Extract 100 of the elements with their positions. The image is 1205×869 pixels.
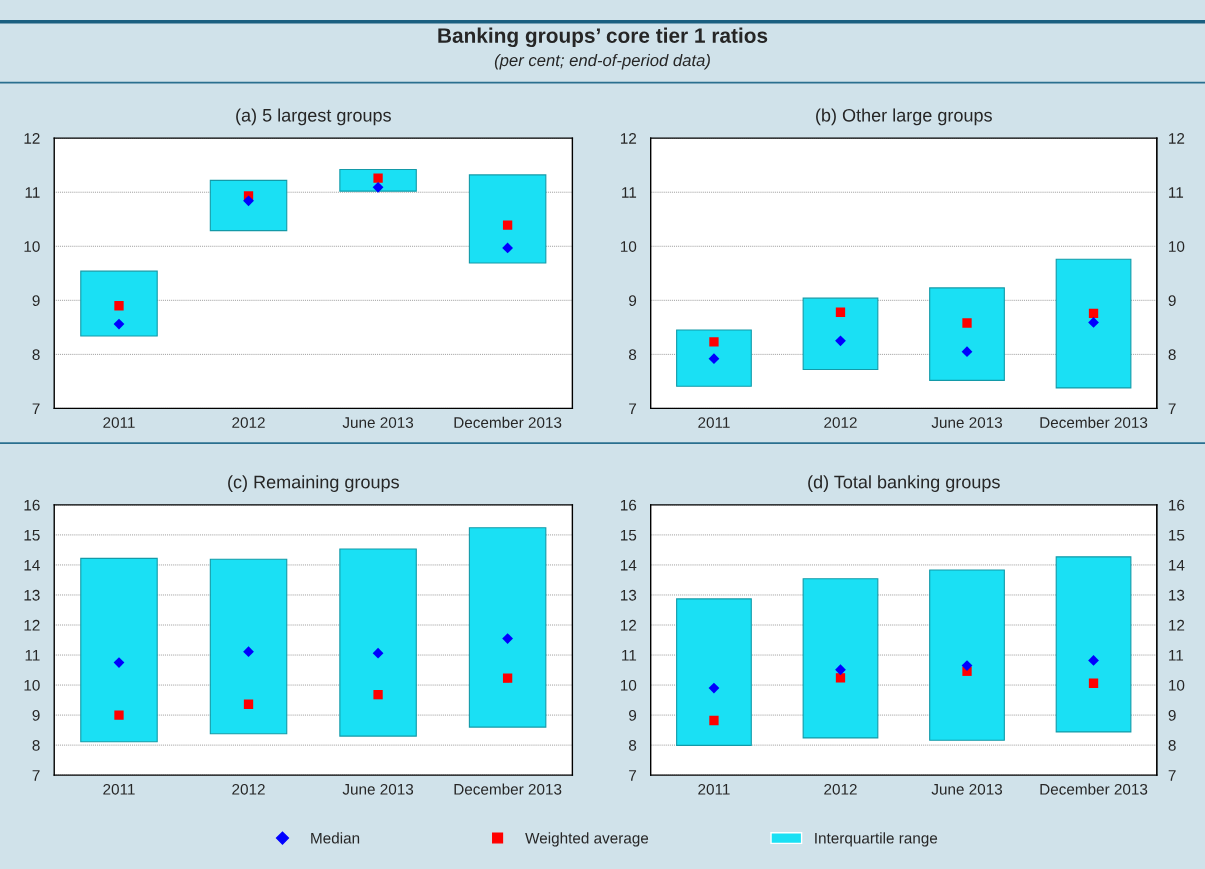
y2-tick-label: 8	[1168, 349, 1176, 361]
y2-tick-label: 14	[1169, 559, 1185, 571]
y-tick-label: 8	[32, 739, 40, 751]
y-tick-label: 8	[628, 349, 637, 361]
y-tick-label: 10	[24, 241, 40, 252]
point	[113, 318, 125, 330]
y-tick-label: 9	[32, 295, 40, 307]
bar	[676, 598, 752, 746]
y-tick-label: 10	[620, 679, 637, 691]
legend-label: Median	[311, 832, 360, 844]
point	[243, 646, 254, 658]
y2-tick-label: 11	[1169, 187, 1184, 198]
y-tick-label: 13	[24, 589, 40, 601]
x-tick-label: June 2013	[931, 417, 1003, 428]
chart-title: (c) Remaining groups	[228, 475, 399, 492]
y-tick-label: 10	[24, 679, 40, 691]
point	[502, 633, 513, 644]
y-tick-label: 7	[629, 403, 637, 414]
point	[835, 307, 846, 317]
bar	[929, 569, 1005, 741]
point	[114, 301, 124, 311]
y-tick-label: 7	[32, 403, 40, 414]
x-tick-label: June 2013	[342, 783, 414, 795]
point	[961, 346, 973, 358]
y-tick-label: 12	[620, 133, 637, 144]
y2-tick-label: 12	[1169, 133, 1185, 144]
y-tick-label: 12	[620, 619, 637, 631]
y-tick-label: 7	[32, 770, 40, 781]
y-tick-label: 11	[25, 650, 40, 661]
point	[502, 673, 513, 683]
y-tick-label: 15	[24, 529, 40, 541]
y2-tick-label: 15	[1169, 529, 1185, 541]
bar	[80, 270, 158, 337]
x-tick-label: 2012	[232, 417, 265, 428]
point	[372, 647, 384, 659]
point	[708, 353, 720, 365]
point	[243, 699, 254, 709]
x-tick-label: December 2013	[454, 783, 562, 795]
bar	[468, 174, 547, 264]
x-tick-label: 2011	[698, 783, 730, 795]
y2-tick-label: 7	[1168, 403, 1176, 414]
y-tick-label: 12	[24, 133, 40, 144]
y-tick-label: 15	[620, 529, 637, 541]
x-tick-label: December 2013	[1040, 416, 1148, 428]
chart-title: (d) Total banking groups	[808, 475, 1000, 492]
y-tick-label: 11	[622, 187, 637, 198]
bar	[802, 297, 879, 371]
chart-title: (b) Other large groups	[816, 108, 992, 126]
x-tick-label: December 2013	[454, 416, 562, 428]
point	[373, 690, 383, 700]
point	[372, 181, 384, 193]
point	[373, 173, 383, 183]
y-tick-label: 13	[620, 589, 637, 601]
bar	[929, 287, 1005, 381]
y-tick-label: 16	[24, 499, 40, 511]
legend-label: Interquartile range	[815, 832, 938, 847]
y-tick-label: 11	[25, 187, 40, 198]
bar	[676, 329, 752, 387]
x-tick-label: 2012	[232, 783, 265, 795]
x-tick-label: June 2013	[931, 783, 1003, 795]
point	[243, 195, 254, 207]
y2-tick-label: 9	[1168, 709, 1176, 721]
x-tick-label: 2012	[824, 783, 857, 795]
point	[502, 242, 513, 254]
x-tick-label: December 2013	[1040, 783, 1148, 795]
y-tick-label: 7	[629, 770, 637, 781]
text: Banking groups’ core tier 1 ratios	[438, 27, 768, 48]
point	[114, 710, 124, 720]
y2-tick-label: 8	[1168, 739, 1176, 751]
y-tick-label: 12	[24, 619, 40, 631]
text: (per cent; end-of-period data)	[494, 53, 710, 70]
y-tick-label: 9	[629, 295, 637, 307]
point	[708, 682, 720, 694]
y-tick-label: 10	[620, 241, 637, 252]
x-tick-label: 2012	[824, 417, 857, 428]
bar	[339, 168, 417, 192]
y-tick-label: 14	[620, 559, 637, 571]
y2-tick-label: 9	[1168, 295, 1176, 307]
point	[709, 337, 719, 347]
point	[1088, 678, 1099, 688]
bar	[209, 558, 288, 735]
y2-tick-label: 16	[1169, 499, 1185, 511]
bar	[802, 578, 879, 739]
point	[962, 318, 972, 328]
point	[1088, 317, 1099, 328]
point	[835, 664, 846, 676]
point	[835, 335, 846, 347]
y2-tick-label: 10	[1169, 679, 1185, 691]
y2-tick-label: 11	[1169, 650, 1184, 661]
y-tick-label: 8	[32, 349, 40, 361]
x-tick-label: 2011	[698, 417, 730, 428]
bar	[1055, 556, 1132, 733]
point	[502, 220, 513, 230]
point	[835, 673, 846, 683]
y2-tick-label: 7	[1168, 770, 1176, 781]
chart-title: (a) 5 largest groups	[236, 108, 391, 126]
y2-tick-label: 12	[1169, 619, 1185, 631]
bar	[209, 179, 288, 232]
y2-tick-label: 10	[1169, 241, 1185, 252]
bar	[468, 527, 547, 728]
